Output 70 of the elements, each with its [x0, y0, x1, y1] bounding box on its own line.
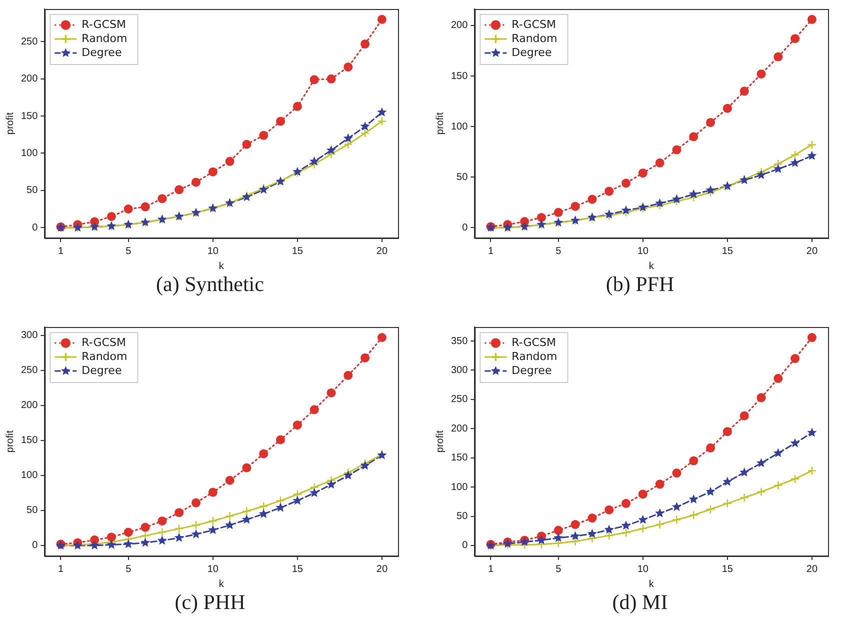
y-tick-label: 100 [20, 470, 38, 482]
y-tick-label: 150 [450, 452, 468, 464]
y-tick-label: 150 [20, 110, 38, 122]
y-tick-label: 350 [450, 336, 468, 347]
y-axis-title: profit [4, 430, 16, 453]
legend-label: R-GCSM [512, 336, 556, 349]
legend-label: Random [512, 32, 558, 45]
x-tick-label: 1 [58, 564, 64, 575]
text: (d) MI [611, 590, 669, 614]
x-tick-label: 5 [126, 246, 132, 257]
x-tick-label: 1 [488, 246, 494, 257]
x-axis-title: k [218, 578, 225, 590]
legend-label: R-GCSM [512, 18, 556, 31]
x-tick-label: 10 [207, 564, 219, 575]
y-tick-label: 200 [450, 423, 468, 434]
y-tick-label: 100 [450, 121, 468, 132]
x-tick-label: 5 [556, 246, 562, 257]
legend-label: R-GCSM [82, 336, 126, 349]
y-tick-label: 50 [26, 185, 38, 196]
x-tick-label: 10 [637, 564, 649, 575]
y-tick-label: 50 [456, 172, 468, 183]
y-tick-label: 0 [462, 540, 468, 552]
y-tick-label: 100 [20, 148, 38, 159]
x-tick-label: 10 [207, 246, 219, 257]
x-tick-label: 15 [722, 564, 734, 575]
y-tick-label: 200 [20, 74, 38, 85]
x-tick-label: 15 [292, 246, 304, 257]
text: (a) Synthetic [155, 272, 265, 296]
y-tick-label: 250 [450, 394, 468, 406]
y-tick-label: 300 [450, 364, 468, 376]
y-tick-label: 250 [20, 36, 38, 48]
y-tick-label: 0 [32, 540, 38, 552]
text: (b) PFH [604, 272, 676, 296]
y-tick-label: 250 [20, 365, 38, 376]
y-tick-label: 300 [20, 330, 38, 342]
x-tick-label: 15 [292, 564, 304, 575]
legend-label: Degree [512, 46, 552, 59]
x-tick-label: 15 [722, 246, 734, 257]
x-tick-label: 20 [806, 564, 818, 575]
x-tick-label: 10 [637, 246, 649, 257]
y-tick-label: 100 [450, 482, 468, 493]
y-axis-title: profit [4, 112, 16, 135]
text: (c) PHH [174, 590, 246, 614]
legend-label: R-GCSM [82, 18, 126, 31]
x-tick-label: 5 [556, 564, 562, 575]
x-tick-label: 20 [806, 246, 818, 257]
x-tick-label: 1 [58, 246, 64, 257]
y-tick-label: 150 [450, 70, 468, 82]
x-tick-label: 1 [488, 564, 494, 575]
y-axis-title: profit [434, 430, 446, 453]
y-tick-label: 150 [20, 435, 38, 446]
y-tick-label: 50 [456, 511, 468, 522]
legend-label: Random [82, 32, 128, 45]
y-tick-label: 0 [462, 222, 468, 234]
x-tick-label: 20 [376, 564, 388, 575]
y-tick-label: 200 [20, 400, 38, 412]
x-tick-label: 20 [376, 246, 388, 257]
x-axis-title: k [648, 260, 655, 272]
x-tick-label: 5 [126, 564, 132, 575]
y-tick-label: 0 [32, 222, 38, 234]
legend-label: Degree [82, 364, 122, 377]
legend-label: Random [512, 350, 558, 363]
legend-label: Random [82, 350, 128, 363]
y-axis-title: profit [434, 112, 446, 135]
y-tick-label: 50 [26, 505, 38, 516]
y-tick-label: 200 [450, 20, 468, 32]
x-axis-title: k [218, 260, 225, 272]
x-axis-title: k [648, 578, 655, 590]
legend-label: Degree [512, 364, 552, 377]
legend-label: Degree [82, 46, 122, 59]
